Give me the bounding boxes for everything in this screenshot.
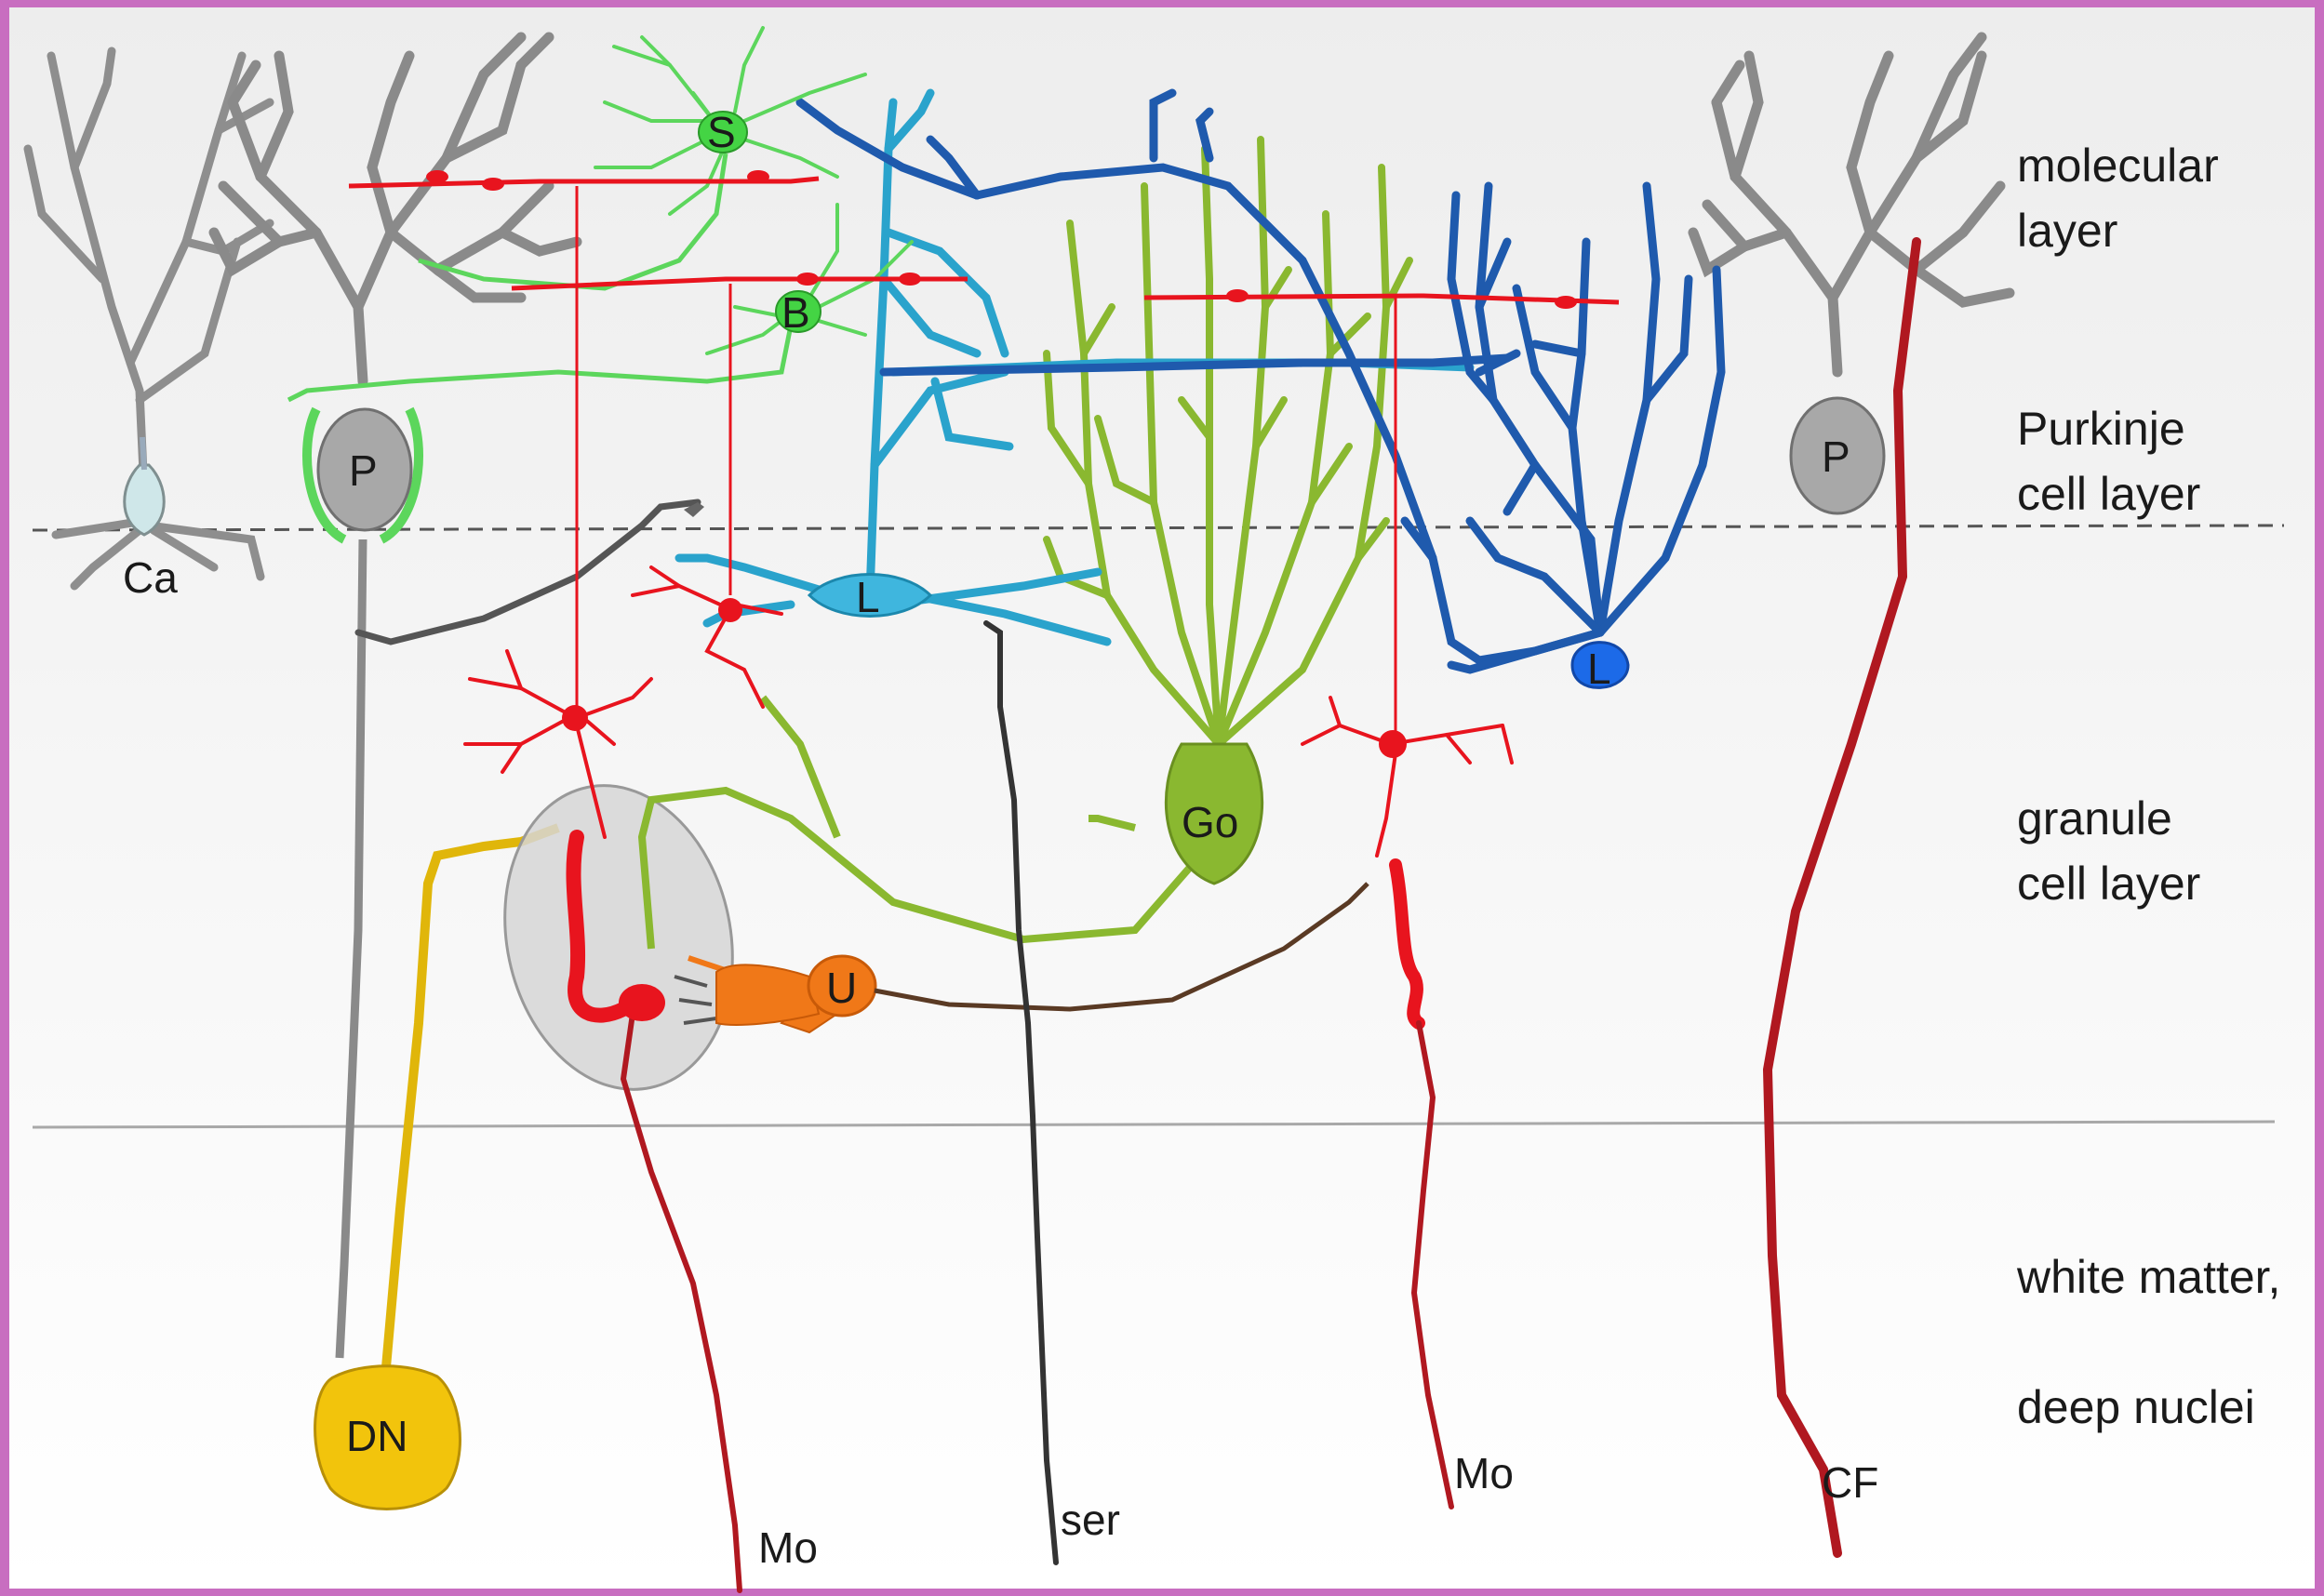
purkinje-right-label: P bbox=[1822, 432, 1850, 481]
granule-cell-ascending-axons bbox=[575, 186, 1397, 744]
granule-cell-dendrites bbox=[463, 565, 1514, 858]
deep-nucleus-label: DN bbox=[346, 1412, 407, 1460]
purkinje-cell-right-body bbox=[1789, 396, 1886, 515]
lugaro-center-label: L bbox=[856, 573, 880, 621]
purkinje-cell-left-axon bbox=[335, 539, 367, 1359]
glomerulus bbox=[503, 784, 734, 1091]
candelabrum-label: Ca bbox=[123, 553, 178, 602]
lugaro-center-body bbox=[807, 573, 933, 618]
candelabrum-cell bbox=[23, 47, 274, 591]
purkinje-cell-right-dendrites bbox=[1688, 32, 2015, 378]
golgi-cell-axon-branch bbox=[1089, 815, 1136, 831]
candelabrum-body bbox=[123, 436, 166, 537]
purkinje-cell-left-collateral-tip bbox=[684, 502, 704, 517]
climbing-fiber bbox=[1762, 237, 1921, 1558]
lugaro-right-body bbox=[1570, 641, 1630, 689]
mossy-fiber-left bbox=[620, 1011, 742, 1593]
lugaro-right-processes bbox=[795, 88, 1726, 674]
molecular-layer-label-line2: layer bbox=[2017, 205, 2117, 257]
basket-cell-axon bbox=[287, 325, 794, 403]
stellate-cell-axon bbox=[418, 153, 728, 291]
mossy-fiber-rosette-left bbox=[566, 830, 631, 1023]
basket-cell-body bbox=[775, 290, 821, 333]
serotonergic-fiber-label: ser bbox=[1061, 1496, 1120, 1544]
basket-label: B bbox=[781, 288, 810, 337]
unipolar-brush-body bbox=[807, 954, 877, 1017]
golgi-cell-axon-upper bbox=[759, 695, 841, 839]
stellate-label: S bbox=[707, 108, 736, 156]
deep-nuclei-label: deep nuclei bbox=[2017, 1381, 2255, 1433]
unipolar-brush-label: U bbox=[826, 964, 857, 1012]
mossy-terminal-left bbox=[619, 984, 665, 1021]
white-matter-label: white matter, bbox=[2016, 1251, 2280, 1303]
deep-nucleus-body bbox=[314, 1364, 461, 1510]
parallel-fiber-varicosities bbox=[426, 170, 1577, 309]
lugaro-right-label: L bbox=[1587, 645, 1611, 693]
purkinje-layer-label-line1: Purkinje bbox=[2017, 403, 2185, 455]
purkinje-layer-label-line2: cell layer bbox=[2017, 468, 2200, 520]
purkinje-cell-left-dendrites bbox=[208, 32, 582, 387]
basket-pinceau bbox=[302, 406, 423, 544]
purkinje-left-label: P bbox=[349, 446, 378, 495]
stellate-cell-processes bbox=[594, 26, 867, 216]
stellate-cell-body bbox=[698, 111, 748, 153]
mossy-fiber-left-label: Mo bbox=[758, 1523, 818, 1572]
climbing-fiber-label: CF bbox=[1822, 1458, 1878, 1507]
unipolar-brush-body-shaft bbox=[715, 964, 821, 1026]
granule-layer-label-line2: cell layer bbox=[2017, 858, 2200, 910]
unipolar-brush-brush-tips bbox=[674, 975, 717, 1025]
granule-cell-bodies bbox=[562, 598, 1407, 758]
golgi-label: Go bbox=[1182, 798, 1238, 846]
purkinje-cell-left-body bbox=[316, 407, 413, 532]
golgi-cell-axon-left bbox=[637, 786, 1204, 950]
deep-nucleus-input-fiber bbox=[381, 823, 560, 1368]
granule-layer-label-line1: granule bbox=[2017, 792, 2172, 845]
unipolar-brush-axon bbox=[874, 882, 1369, 1012]
serotonergic-fiber bbox=[983, 620, 1059, 1565]
mossy-fiber-right-label: Mo bbox=[1454, 1449, 1514, 1497]
molecular-layer-label-line1: molecular bbox=[2017, 140, 2219, 192]
golgi-cell-body bbox=[1165, 742, 1263, 885]
diagram-background bbox=[9, 7, 2315, 1589]
mossy-fiber-right bbox=[1410, 1020, 1454, 1510]
mossy-fiber-rosette-right bbox=[1389, 858, 1425, 1030]
